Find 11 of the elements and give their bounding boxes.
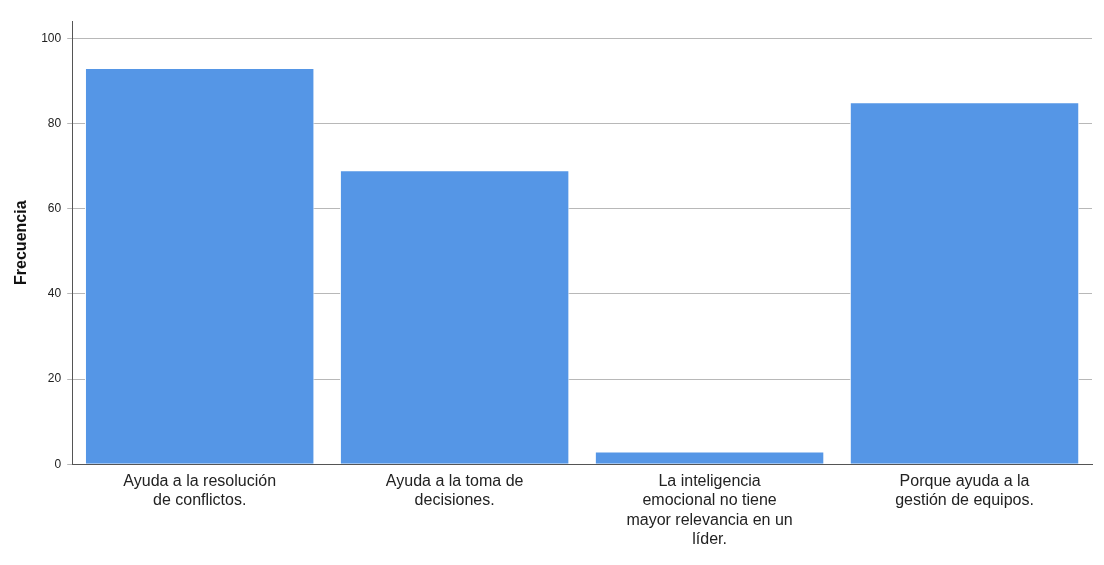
y-axis-title: Frecuencia [12,200,30,285]
y-tick-label: 40 [47,286,62,301]
y-tick-label: 80 [47,115,62,130]
x-tick-label: Ayuda a la resolución de conflictos. [123,472,277,509]
x-tick-label: Porque ayuda a la gestión de equipos. [895,472,1034,509]
y-tick-label: 0 [54,456,62,471]
x-tick-label: La inteligencia emocional no tiene mayor relevancia en un líder. [626,472,793,547]
y-tick-label: 100 [41,30,62,45]
y-tick-label: 20 [47,371,62,386]
x-tick-label: Ayuda a la toma de decisiones. [385,472,524,509]
y-tick-label: 60 [47,200,62,215]
